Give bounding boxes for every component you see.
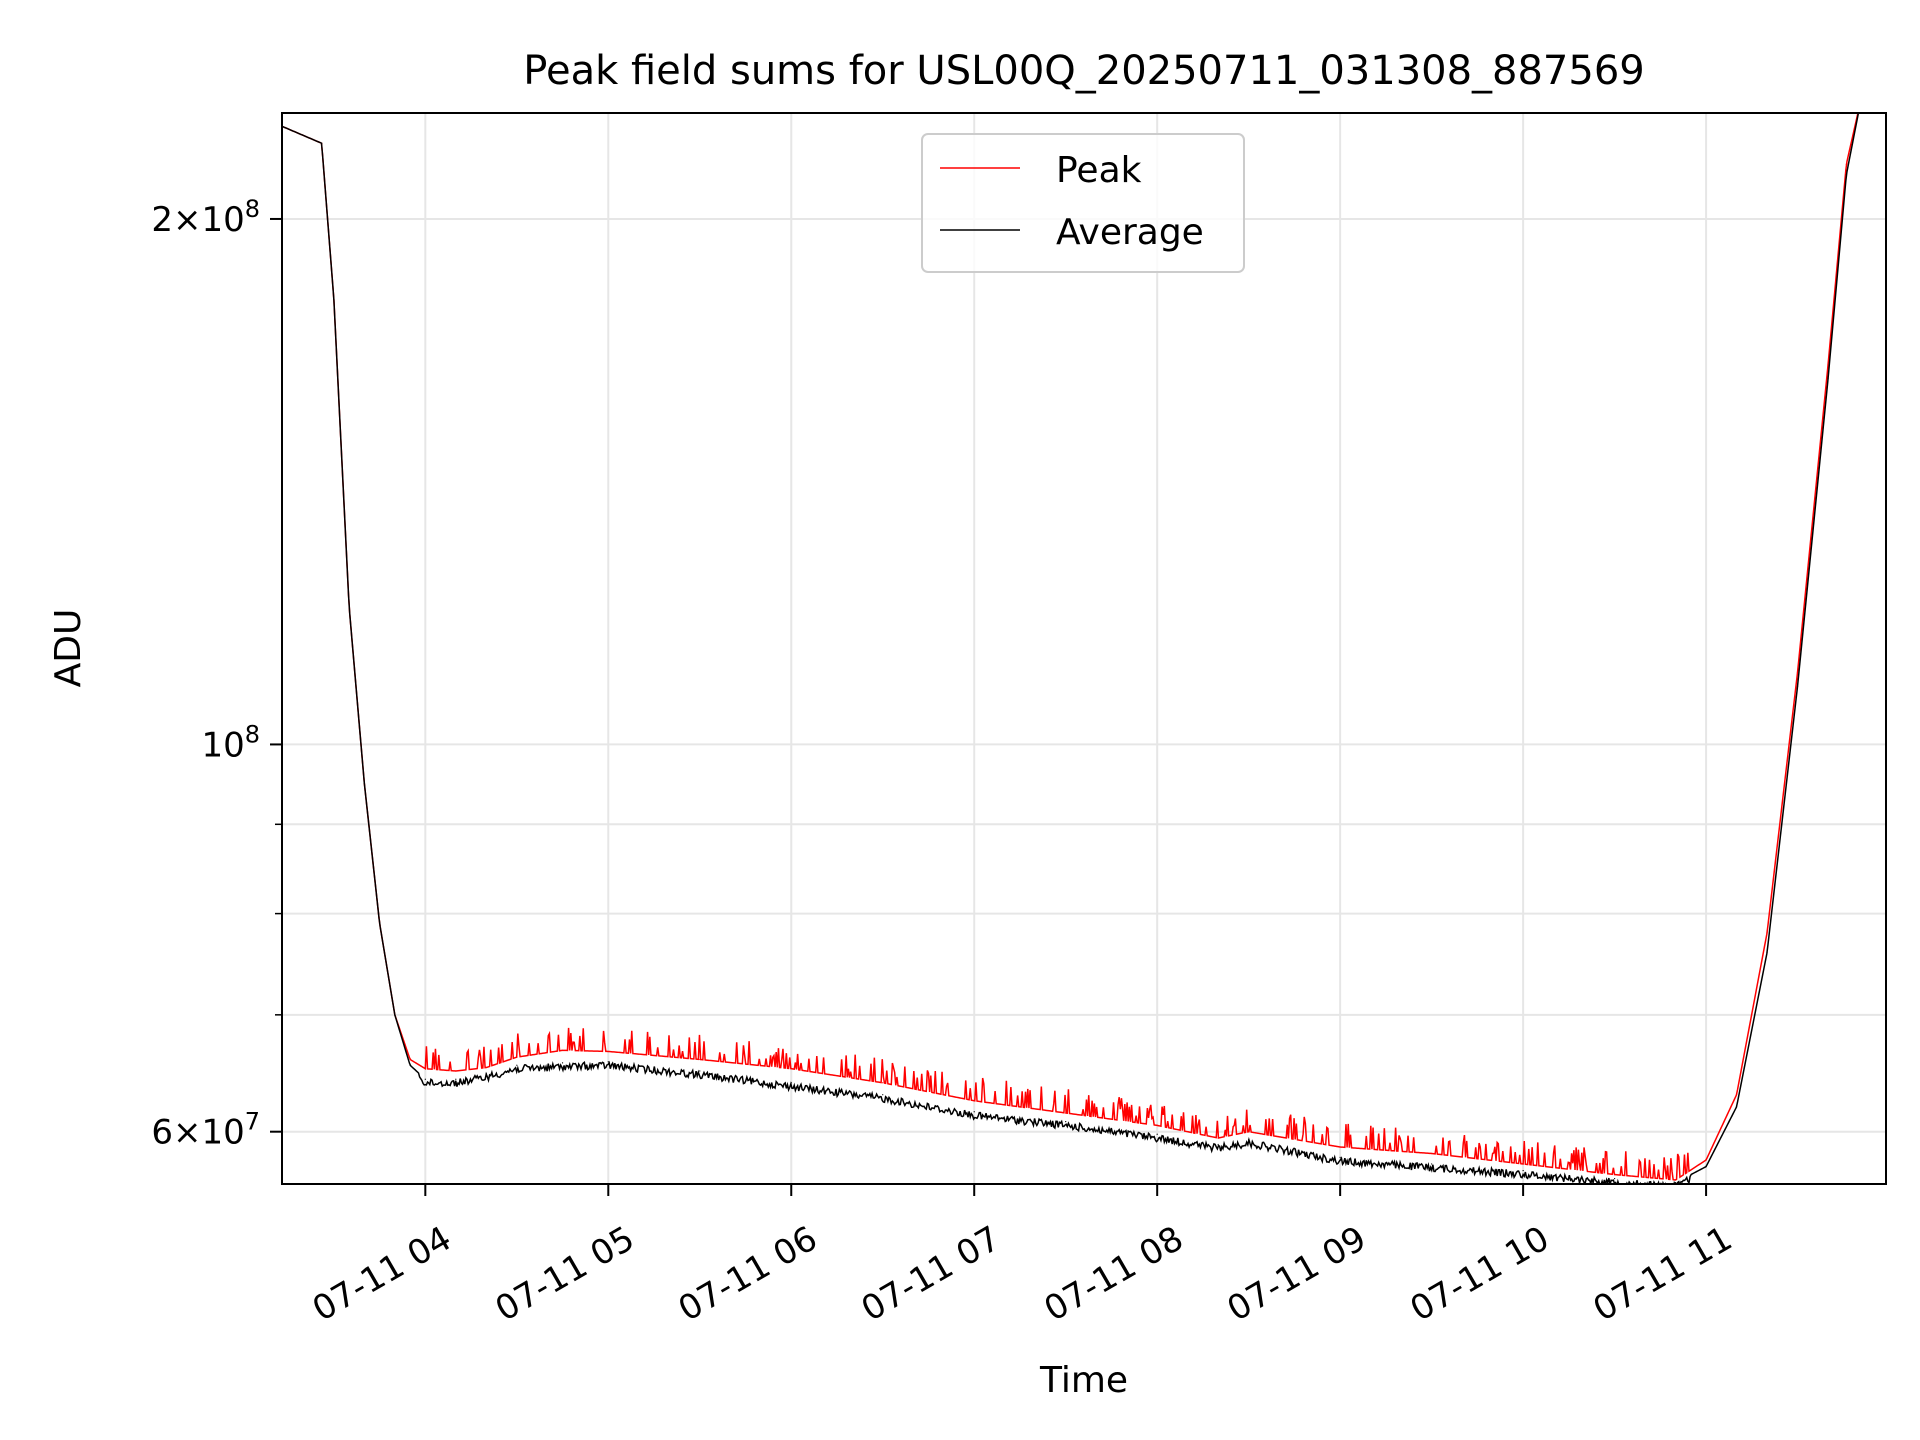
data-point-average	[321, 142, 323, 144]
data-point-peak	[409, 1058, 411, 1061]
data-point-average	[363, 782, 365, 784]
data-point-peak	[516, 1056, 518, 1058]
data-point-average	[973, 1111, 975, 1113]
series-line-peak	[282, 113, 1859, 1181]
data-point-average	[378, 922, 381, 924]
data-point-average	[333, 298, 335, 300]
data-point-average	[1217, 1143, 1219, 1146]
data-point-peak	[1156, 1124, 1158, 1126]
data-point-peak	[1431, 1152, 1433, 1155]
legend: Peak Average	[921, 133, 1245, 273]
data-point-average	[1431, 1163, 1433, 1165]
series-line-average	[282, 113, 1860, 1184]
legend-label-average: Average	[1056, 212, 1204, 253]
data-point-average	[409, 1064, 411, 1066]
plot-area	[282, 113, 1860, 1184]
data-point-average	[699, 1070, 701, 1072]
data-point-average	[607, 1061, 609, 1063]
data-point-peak	[1674, 1179, 1677, 1181]
data-point-average	[455, 1078, 457, 1080]
data-point-peak	[1705, 1159, 1707, 1161]
data-point-average	[1156, 1133, 1158, 1135]
data-point-average	[790, 1082, 792, 1084]
y-tick-label: 2×108	[151, 195, 260, 240]
data-point-peak	[455, 1070, 457, 1072]
data-point-average	[1766, 951, 1768, 954]
data-point-peak	[973, 1100, 975, 1102]
data-point-peak	[1522, 1163, 1524, 1165]
data-point-peak	[1796, 671, 1799, 673]
x-axis-label: Time	[1039, 1360, 1128, 1401]
data-point-peak	[1339, 1146, 1341, 1148]
data-point-average	[394, 1014, 396, 1016]
y-axis-label: ADU	[48, 609, 89, 688]
y-tick-label: 6×107	[151, 1108, 260, 1153]
y-tick-label: 108	[201, 720, 260, 765]
legend-label-peak: Peak	[1056, 150, 1142, 191]
data-point-average	[1614, 1178, 1616, 1180]
data-point-average	[882, 1094, 884, 1096]
data-point-peak	[1065, 1112, 1067, 1114]
data-point-average	[516, 1064, 518, 1066]
data-point-peak	[1827, 364, 1829, 366]
data-point-average	[1735, 1106, 1738, 1108]
data-point-peak	[1248, 1131, 1250, 1133]
data-point-average	[1339, 1156, 1341, 1158]
data-point-peak	[561, 1049, 564, 1051]
data-point-average	[348, 605, 350, 607]
data-point-peak	[485, 1066, 487, 1069]
data-point-peak	[790, 1068, 792, 1070]
data-point-peak	[1614, 1173, 1616, 1176]
chart-title: Peak field sums for USL00Q_20250711_0313…	[523, 48, 1644, 94]
data-point-peak	[1766, 932, 1768, 934]
data-point-average	[1705, 1166, 1707, 1168]
data-point-average	[1674, 1182, 1677, 1184]
data-point-peak	[424, 1068, 426, 1070]
data-point-peak	[1735, 1094, 1738, 1096]
y-axis: 6×107 108 2×108	[151, 195, 282, 1153]
data-point-average	[1845, 174, 1847, 176]
data-point-peak	[1217, 1137, 1219, 1139]
data-point-average	[485, 1072, 487, 1074]
data-point-peak	[1845, 163, 1847, 165]
data-point-average	[1827, 378, 1829, 380]
plot-frame	[281, 112, 1887, 1185]
data-point-peak	[882, 1082, 884, 1084]
data-point-average	[561, 1062, 564, 1064]
data-point-peak	[607, 1050, 609, 1053]
data-point-average	[1248, 1138, 1250, 1140]
data-point-peak	[699, 1058, 701, 1061]
data-point-average	[1522, 1169, 1524, 1172]
data-point-average	[424, 1078, 426, 1080]
data-point-average	[1796, 685, 1799, 687]
data-point-average	[1065, 1121, 1067, 1123]
